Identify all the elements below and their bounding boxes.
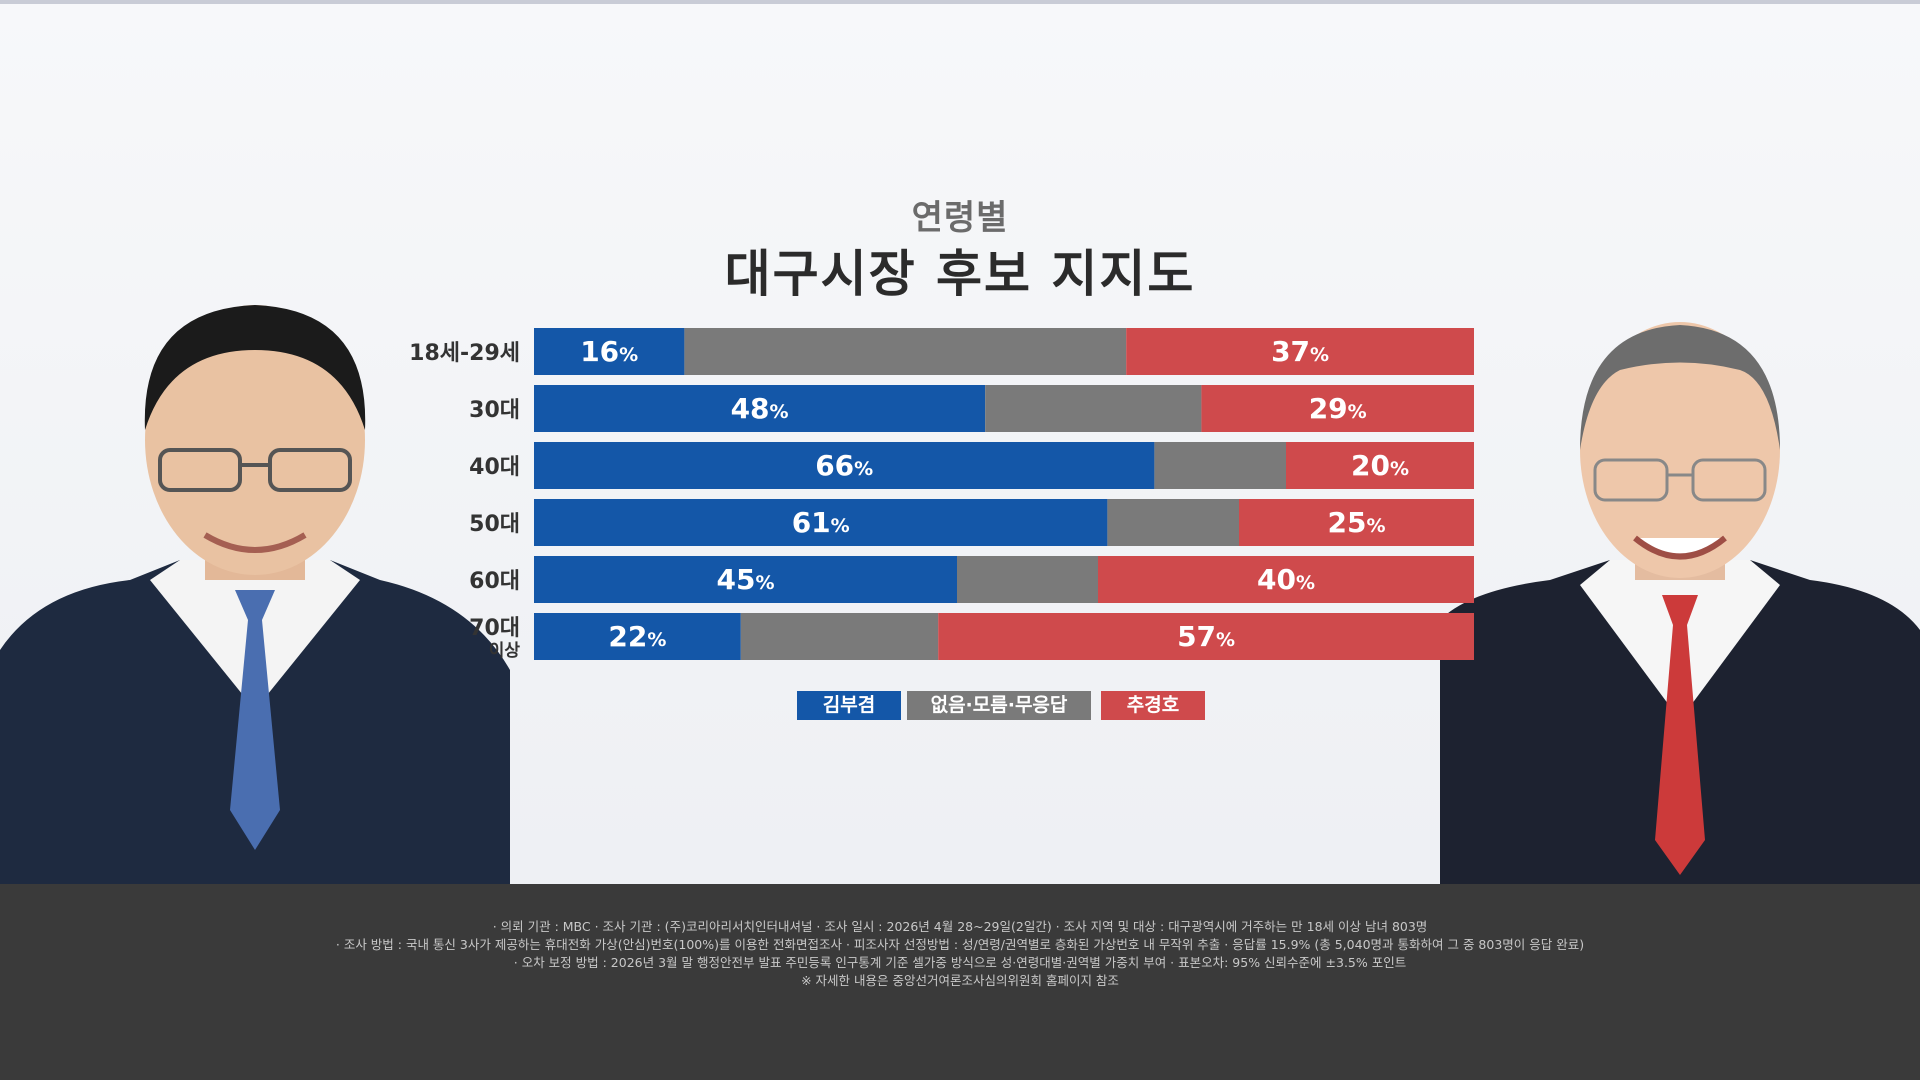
value-label-choo: 57% <box>1177 620 1235 653</box>
value-label-kim: 22% <box>608 620 666 653</box>
bar-none <box>957 556 1098 603</box>
value-label-kim: 61% <box>792 506 850 539</box>
bar-choo <box>1239 499 1474 546</box>
bar-none <box>1107 499 1239 546</box>
stacked-bar-chart: 18세-29세 16% 37% 30대 48% 29% 40대 66% 20% 50대 61% 25%… <box>409 328 1474 661</box>
value-label-kim: 45% <box>716 563 774 596</box>
chart-subtitle: 연령별 <box>911 198 1009 238</box>
bar-kim <box>534 442 1155 489</box>
category-label: 60대 <box>469 569 520 594</box>
survey-note-3: · 오차 보정 방법 : 2026년 3월 말 행정안전부 발표 주민등록 인구… <box>513 955 1407 970</box>
value-label-choo: 25% <box>1327 506 1385 539</box>
candidate-photo-left <box>0 290 520 884</box>
legend-choo: 추경호 <box>1101 691 1205 720</box>
survey-note-4: ※ 자세한 내용은 중앙선거여론조사심의위원회 홈페이지 참조 <box>801 973 1119 988</box>
bar-choo <box>1201 385 1474 432</box>
bar-choo <box>1286 442 1474 489</box>
value-label-choo: 29% <box>1309 392 1367 425</box>
bar-none <box>740 613 939 660</box>
candidate-photo-right <box>1440 300 1920 884</box>
bar-choo <box>938 613 1474 660</box>
bar-kim <box>534 556 957 603</box>
category-label: 18세-29세 <box>409 341 520 366</box>
legend-none-label: 없음·모름·무응답 <box>930 694 1068 716</box>
value-label-choo: 20% <box>1351 449 1409 482</box>
category-label: 이상 <box>489 641 521 661</box>
value-label-kim: 16% <box>580 335 638 368</box>
legend-kim-label: 김부겸 <box>822 694 876 716</box>
bar-none <box>684 328 1127 375</box>
survey-info-footer: · 의뢰 기관 : MBC · 조사 기관 : (주)코리아리서치인터내셔널 ·… <box>0 884 1920 1080</box>
bar-none <box>1154 442 1286 489</box>
top-divider <box>0 0 1920 4</box>
bar-choo <box>1098 556 1474 603</box>
bar-kim <box>534 613 741 660</box>
survey-note-2: · 조사 방법 : 국내 통신 3사가 제공하는 휴대전화 가상(안심)번호(1… <box>335 937 1585 952</box>
bar-choo <box>1126 328 1474 375</box>
value-label-kim: 48% <box>731 392 789 425</box>
value-label-choo: 37% <box>1271 335 1329 368</box>
bar-kim <box>534 499 1108 546</box>
category-label: 50대 <box>469 512 520 537</box>
legend-none: 없음·모름·무응답 <box>907 691 1091 720</box>
bar-none <box>985 385 1202 432</box>
value-label-kim: 66% <box>815 449 873 482</box>
bar-kim <box>534 385 986 432</box>
chart-title: 대구시장 후보 지지도 <box>724 245 1196 303</box>
category-label: 30대 <box>469 398 520 423</box>
bar-kim <box>534 328 685 375</box>
legend-choo-label: 추경호 <box>1126 694 1180 716</box>
category-label: 70대 <box>469 616 520 641</box>
value-label-choo: 40% <box>1257 563 1315 596</box>
legend-kim: 김부겸 <box>797 691 901 720</box>
category-label: 40대 <box>469 455 520 480</box>
survey-note-1: · 의뢰 기관 : MBC · 조사 기관 : (주)코리아리서치인터내셔널 ·… <box>492 919 1428 934</box>
